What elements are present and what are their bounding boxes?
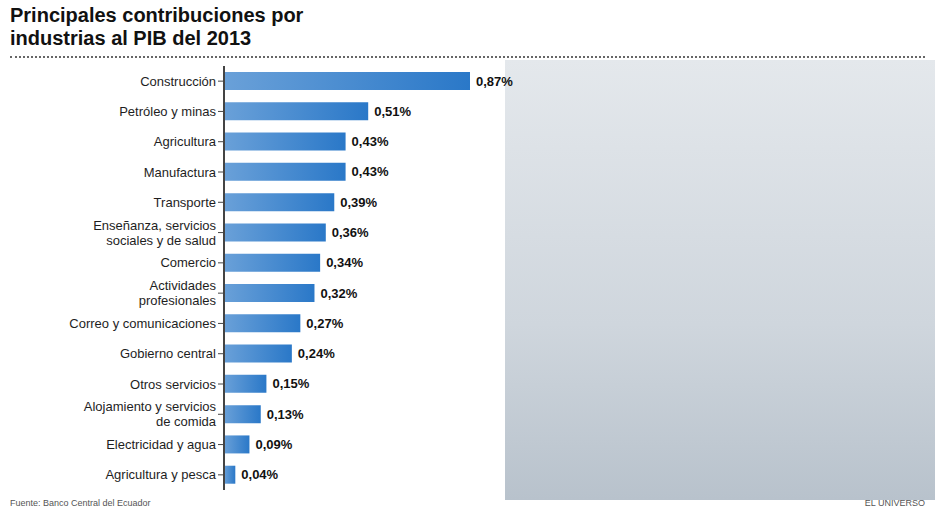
svg-text:0,87%: 0,87% <box>476 74 513 89</box>
svg-text:0,13%: 0,13% <box>267 407 304 422</box>
svg-text:0,15%: 0,15% <box>272 376 309 391</box>
svg-text:0,32%: 0,32% <box>320 286 357 301</box>
svg-text:0,39%: 0,39% <box>340 195 377 210</box>
svg-text:Otros servicios: Otros servicios <box>130 377 216 392</box>
svg-text:Electricidad y agua: Electricidad y agua <box>106 437 217 452</box>
svg-text:0,04%: 0,04% <box>241 467 278 482</box>
svg-text:Correo y comunicaciones: Correo y comunicaciones <box>69 316 216 331</box>
svg-text:Petróleo y minas: Petróleo y minas <box>119 104 216 119</box>
svg-text:0,51%: 0,51% <box>374 104 411 119</box>
svg-text:0,27%: 0,27% <box>306 316 343 331</box>
svg-text:0,36%: 0,36% <box>332 225 369 240</box>
svg-text:0,24%: 0,24% <box>298 346 335 361</box>
svg-text:Agricultura y pesca: Agricultura y pesca <box>105 467 216 482</box>
html-text:Principales contribuciones por: Principales contribuciones por industria… <box>10 4 304 49</box>
svg-text:Agricultura: Agricultura <box>154 134 217 149</box>
svg-text:Transporte: Transporte <box>154 195 216 210</box>
svg-text:Construcción: Construcción <box>140 74 216 89</box>
svg-text:0,43%: 0,43% <box>352 164 389 179</box>
html-text:Fuente: Banco Central del Ecua: Fuente: Banco Central del Ecuador <box>10 498 151 508</box>
svg-text:Manufactura: Manufactura <box>144 165 217 180</box>
svg-text:Gobierno central: Gobierno central <box>120 346 216 361</box>
svg-text:Actividadesprofesionales: Actividadesprofesionales <box>139 278 217 308</box>
svg-text:0,09%: 0,09% <box>255 437 292 452</box>
svg-text:Enseñanza, serviciossociales y: Enseñanza, serviciossociales y de salud <box>93 218 216 248</box>
svg-text:0,34%: 0,34% <box>326 255 363 270</box>
svg-text:Comercio: Comercio <box>160 255 216 270</box>
html-text:EL UNIVERSO: EL UNIVERSO <box>864 498 925 508</box>
svg-text:Alojamiento y serviciosde comi: Alojamiento y serviciosde comida <box>84 399 217 429</box>
svg-text:0,43%: 0,43% <box>352 134 389 149</box>
